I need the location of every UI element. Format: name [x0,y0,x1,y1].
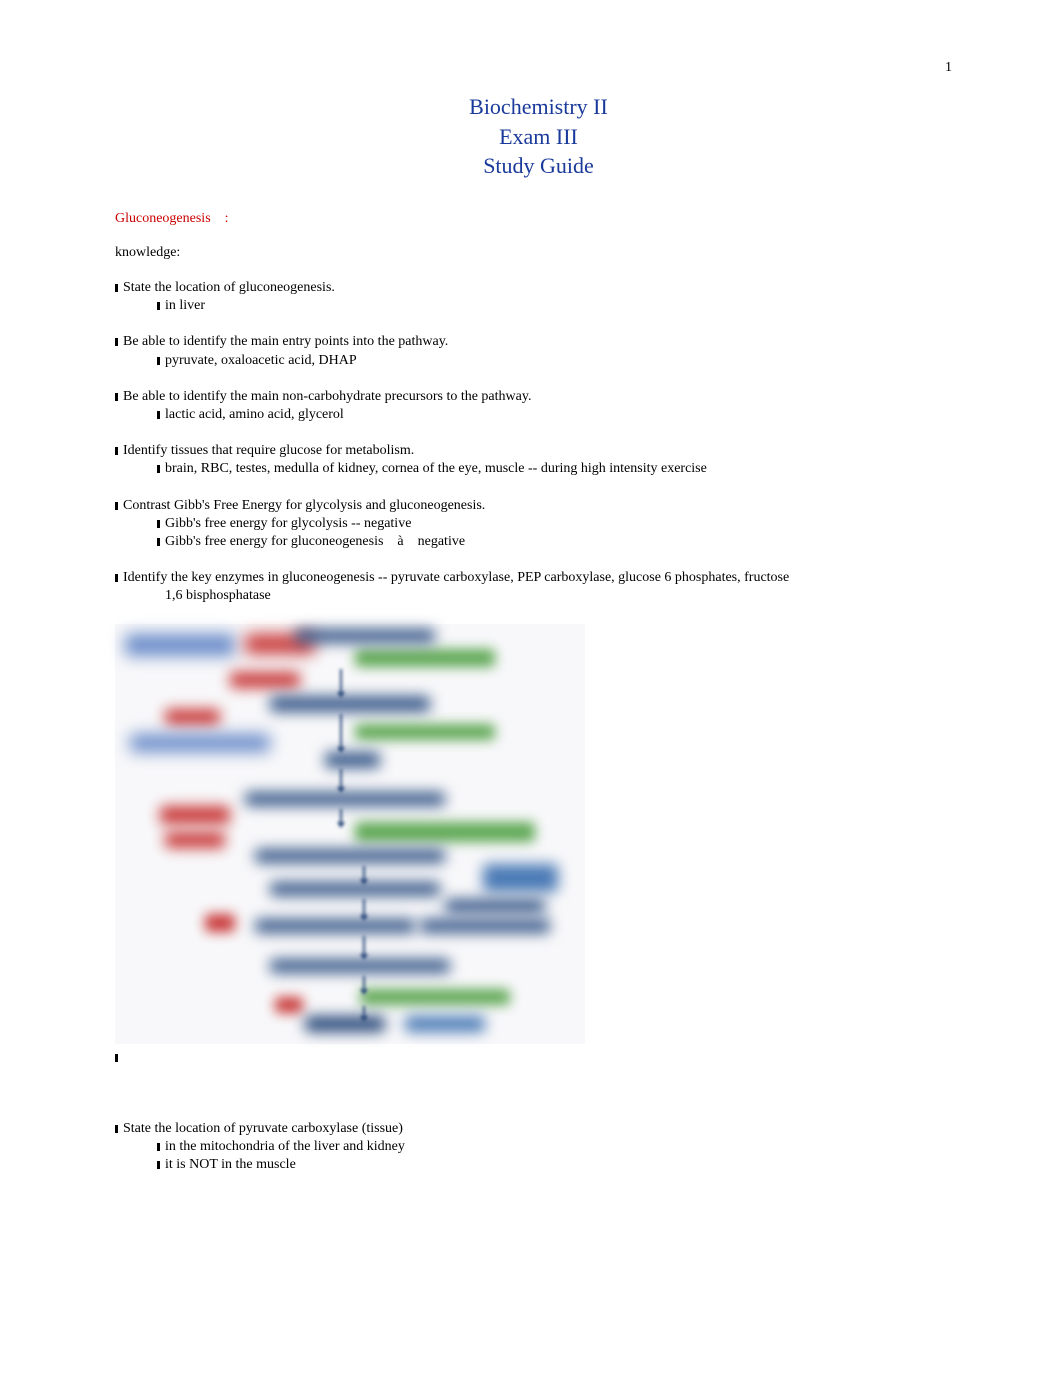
diagram-blur-label [230,672,300,688]
knowledge-label: knowledge: [115,245,962,261]
bullet-group: Be able to identify the main entry point… [115,333,962,369]
diagram-arrow [340,714,342,749]
bullet-sub: lactic acid, amino acid, glycerol [115,406,962,424]
diagram-blur-label [245,792,445,806]
diagram-blur-label [125,634,235,656]
diagram-arrowhead [337,747,345,753]
bullet-main: Identify the key enzymes in gluconeogene… [115,569,962,587]
diagram-blur-label [355,822,535,842]
bullet-sub: it is NOT in the muscle [115,1156,962,1174]
diagram-arrowhead [360,954,368,960]
pathway-diagram [115,624,585,1044]
diagram-arrowhead [360,879,368,885]
diagram-arrow [363,936,365,956]
diagram-blur-label [325,752,380,768]
title-line-2: Exam III [115,122,962,152]
diagram-blur-label [255,919,415,933]
diagram-arrow [340,769,342,789]
bullet-main: Contrast Gibb's Free Energy for glycolys… [115,497,962,515]
diagram-blur-label [305,1016,385,1032]
bullet-sub: brain, RBC, testes, medulla of kidney, c… [115,460,962,478]
diagram-blur-label [405,1016,485,1032]
after-diagram-list: State the location of pyruvate carboxyla… [115,1120,962,1175]
diagram-blur-label [270,959,450,973]
diagram-blur-label [270,882,440,896]
diagram-arrowhead [360,989,368,995]
diagram-blur-label [355,649,495,667]
diagram-blur-label [445,899,545,913]
bullet-sub: pyruvate, oxaloacetic acid, DHAP [115,352,962,370]
bullet-group: State the location of gluconeogenesis.in… [115,279,962,315]
bullet-wrap-line: 1,6 bisphosphatase [115,587,962,605]
diagram-blur-label [355,724,495,740]
bullet-sub: in liver [115,297,962,315]
title-line-1: Biochemistry II [115,92,962,122]
diagram-blur-label [255,849,445,863]
bullet-group: State the location of pyruvate carboxyla… [115,1120,962,1175]
page-number: 1 [945,60,952,76]
diagram-arrow [340,669,342,694]
bullet-sub: in the mitochondria of the liver and kid… [115,1138,962,1156]
title-line-3: Study Guide [115,151,962,181]
diagram-blur-label [205,914,235,932]
bullet-group: Be able to identify the main non-carbohy… [115,388,962,424]
bullet-group: Identify the key enzymes in gluconeogene… [115,569,962,605]
diagram-blur-label [130,734,270,752]
diagram-blur-label [483,864,558,892]
diagram-blur-label [295,629,435,643]
title-block: Biochemistry II Exam III Study Guide [115,92,962,181]
diagram-arrowhead [360,1016,368,1022]
bullet-sub: Gibb's free energy for glycolysis -- neg… [115,515,962,533]
bullet-main: Be able to identify the main non-carbohy… [115,388,962,406]
diagram-blur-label [165,832,225,848]
bullet-main: State the location of gluconeogenesis. [115,279,962,297]
diagram-bullet-marker [115,1049,962,1065]
section-header: Gluconeogenesis : [115,211,962,227]
bullet-list: State the location of gluconeogenesis.in… [115,279,962,605]
bullet-sub: Gibb's free energy for gluconeogenesis à… [115,533,962,551]
bullet-group: Contrast Gibb's Free Energy for glycolys… [115,497,962,552]
diagram-blur-label [160,806,230,824]
diagram-blur-label [360,989,510,1005]
diagram-blur-label [165,709,220,725]
diagram-blur-label [420,919,550,933]
diagram-arrowhead [337,787,345,793]
bullet-group: Identify tissues that require glucose fo… [115,442,962,478]
bullet-main: Identify tissues that require glucose fo… [115,442,962,460]
diagram-arrowhead [360,915,368,921]
bullet-main: State the location of pyruvate carboxyla… [115,1120,962,1138]
diagram-arrowhead [337,692,345,698]
diagram-blur-label [270,696,430,712]
diagram-arrowhead [337,822,345,828]
bullet-main: Be able to identify the main entry point… [115,333,962,351]
diagram-blur-label [275,997,303,1013]
